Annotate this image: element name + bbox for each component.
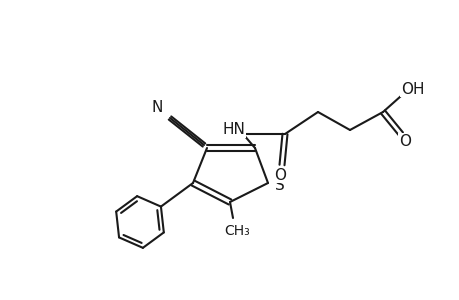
Text: HN: HN <box>222 122 245 137</box>
Text: O: O <box>274 167 285 182</box>
Text: S: S <box>274 178 284 193</box>
Text: CH₃: CH₃ <box>224 224 249 238</box>
Text: O: O <box>398 134 410 148</box>
Text: N: N <box>151 100 162 116</box>
Text: OH: OH <box>400 82 424 97</box>
